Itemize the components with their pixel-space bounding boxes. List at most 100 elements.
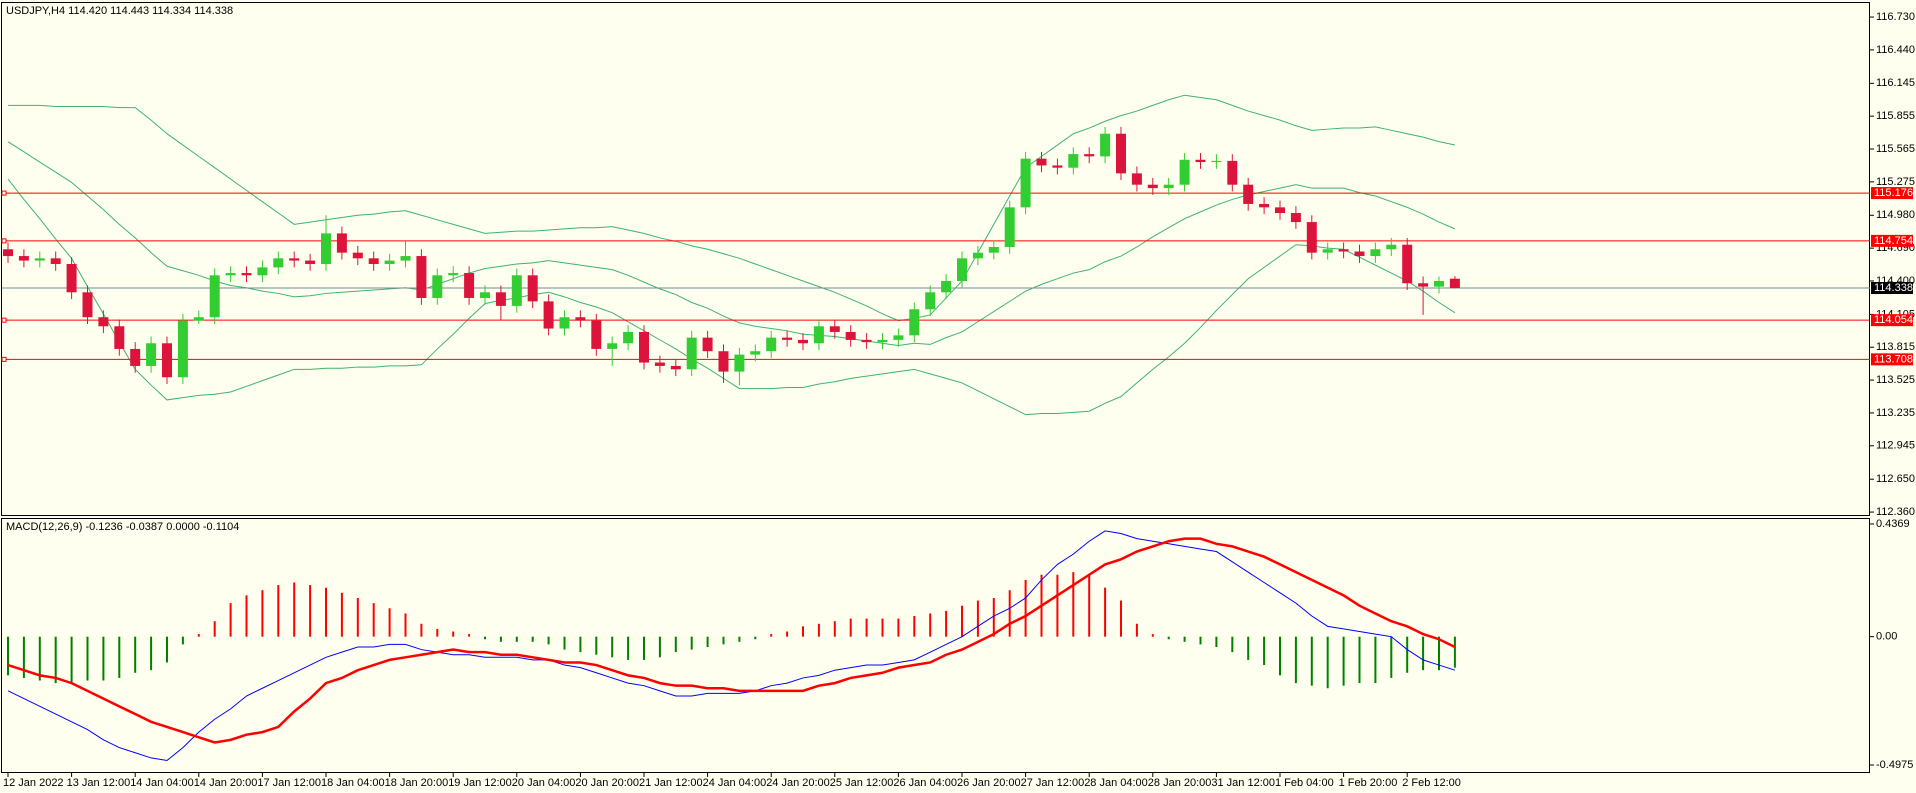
level-label: 114.054: [1874, 314, 1913, 326]
candle-body: [575, 317, 586, 321]
candle-body: [257, 267, 268, 276]
candle-body: [1306, 222, 1317, 253]
chart-title: USDJPY,H4 114.420 114.443 114.334 114.33…: [6, 5, 233, 17]
x-tick-label: 28 Jan 20:00: [1148, 777, 1212, 789]
level-marker: [1, 190, 7, 196]
candle-body: [1354, 251, 1365, 257]
candle-body: [1449, 278, 1460, 288]
y-tick-label: 112.360: [1876, 506, 1915, 518]
candle-body: [1036, 158, 1047, 166]
x-tick-label: 18 Jan 04:00: [321, 777, 385, 789]
y-tick-label: 115.855: [1876, 110, 1915, 122]
x-tick-label: 20 Jan 20:00: [575, 777, 639, 789]
x-tick-label: 27 Jan 12:00: [1021, 777, 1085, 789]
candle-body: [1004, 207, 1015, 247]
candle-body: [225, 273, 236, 276]
y-tick-label: 0.4369: [1876, 518, 1910, 530]
candle-body: [591, 320, 602, 349]
candle-body: [925, 292, 936, 310]
candle-body: [1147, 184, 1158, 189]
candle-body: [1290, 213, 1301, 223]
candle-body: [34, 258, 45, 261]
level-marker: [1, 356, 7, 362]
candle-body: [607, 343, 618, 349]
candle-body: [130, 348, 141, 366]
candle-body: [1275, 207, 1285, 214]
candle-body: [1195, 159, 1206, 163]
candle-body: [1020, 158, 1031, 208]
y-tick-label: 113.525: [1876, 374, 1915, 386]
candle-body: [750, 351, 761, 355]
candle-body: [1100, 133, 1111, 157]
candle-body: [909, 309, 920, 336]
candle-body: [1131, 173, 1142, 185]
candle-body: [670, 365, 681, 370]
x-tick-label: 21 Jan 12:00: [639, 777, 703, 789]
candle-body: [352, 252, 363, 259]
candle-body: [1052, 165, 1063, 168]
level-label-box: [1871, 353, 1913, 366]
candle-body: [177, 320, 188, 378]
candle-body: [448, 273, 459, 276]
y-tick-label: 116.440: [1876, 44, 1915, 56]
candle-body: [511, 275, 522, 306]
last-price-label: 114.338: [1874, 282, 1913, 294]
level-label-box: [1871, 187, 1913, 200]
candle-body: [114, 326, 125, 349]
candle-body: [50, 258, 61, 264]
x-tick-label: 26 Jan 20:00: [957, 777, 1021, 789]
candle-body: [273, 258, 284, 268]
x-tick-label: 14 Jan 20:00: [194, 777, 258, 789]
candle-body: [384, 260, 395, 264]
x-tick-label: 1 Feb 20:00: [1339, 777, 1398, 789]
candle-body: [82, 292, 93, 318]
candle-body: [241, 273, 252, 276]
candle-body: [988, 246, 999, 253]
candle-body: [1084, 154, 1095, 157]
x-tick-label: 24 Jan 04:00: [703, 777, 767, 789]
y-tick-label: 112.945: [1876, 440, 1915, 452]
candle-body: [798, 339, 808, 344]
x-tick-label: 14 Jan 04:00: [130, 777, 194, 789]
level-marker: [1, 238, 7, 244]
candle-body: [336, 233, 347, 253]
candle-body: [718, 351, 729, 372]
candle-body: [1259, 203, 1270, 208]
candle-body: [1227, 160, 1238, 185]
candle-body: [1211, 160, 1222, 163]
y-tick-label: 112.650: [1876, 473, 1915, 485]
candle-body: [495, 292, 506, 306]
x-tick-label: 1 Feb 04:00: [1275, 777, 1334, 789]
level-marker: [1, 317, 7, 323]
candle-body: [98, 317, 109, 327]
x-tick-label: 12 Jan 2022: [3, 777, 64, 789]
last-price-box: [1871, 281, 1913, 294]
candle-body: [639, 331, 649, 363]
y-tick-label: 116.730: [1876, 11, 1915, 23]
candle-body: [813, 326, 824, 344]
y-tick-label: -0.4975: [1876, 759, 1913, 771]
candle-body: [480, 292, 490, 298]
candle-body: [559, 317, 570, 329]
candle-body: [1418, 283, 1429, 287]
level-label: 115.176: [1874, 187, 1913, 199]
y-tick-label: 0.00: [1876, 631, 1897, 643]
price-pane: [1, 2, 1870, 516]
candle-body: [1179, 159, 1190, 185]
candle-body: [162, 343, 172, 378]
x-tick-label: 28 Jan 04:00: [1084, 777, 1148, 789]
level-label-box: [1871, 234, 1913, 247]
candle-body: [829, 326, 840, 332]
candle-body: [368, 258, 379, 264]
candle-body: [305, 260, 316, 264]
candle-body: [289, 258, 300, 261]
x-tick-label: 31 Jan 12:00: [1211, 777, 1275, 789]
candle-body: [1116, 133, 1126, 174]
x-tick-label: 18 Jan 20:00: [385, 777, 449, 789]
bollinger-band: [8, 94, 1456, 322]
y-tick-label: 113.815: [1876, 341, 1915, 353]
candle-body: [1163, 184, 1174, 189]
candle-body: [686, 337, 697, 370]
bollinger-band: [7, 178, 1456, 416]
